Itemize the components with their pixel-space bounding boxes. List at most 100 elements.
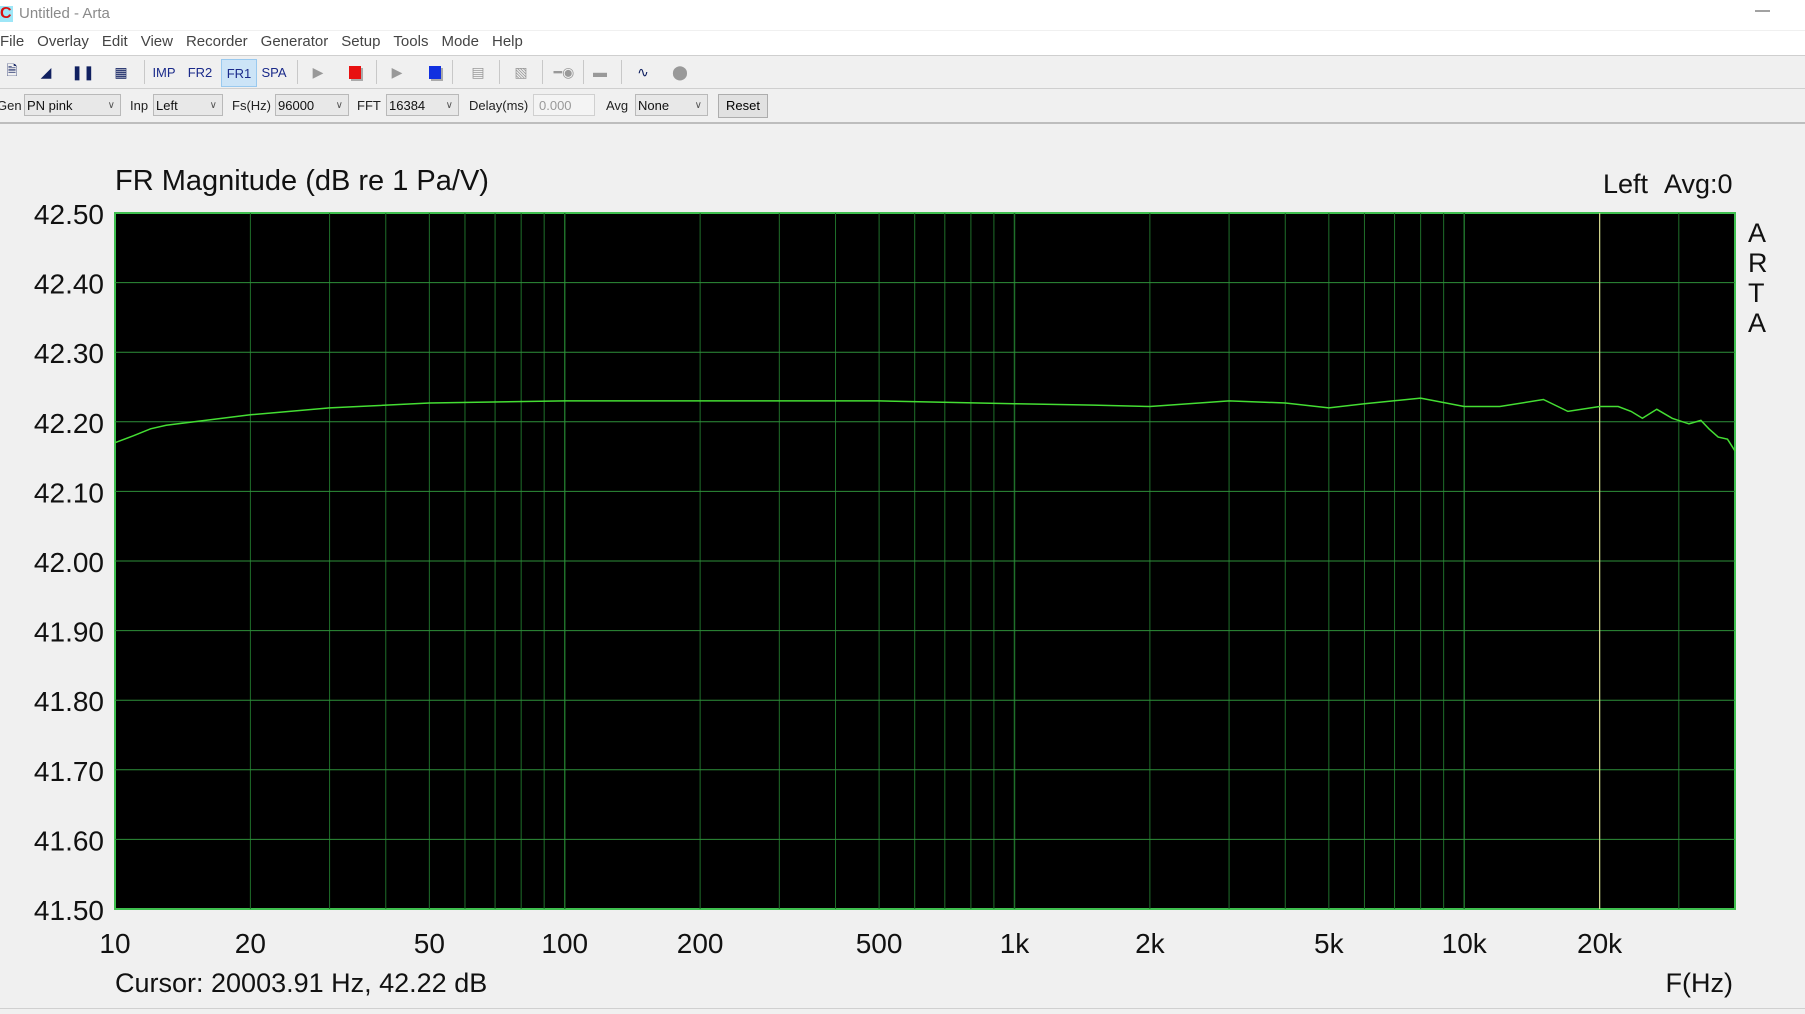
circle-button[interactable]: ⬤ <box>667 59 693 85</box>
fft-size-select[interactable]: 16384 ∨ <box>386 94 459 116</box>
delay-input[interactable]: 0.000 <box>533 94 595 116</box>
mode-imp-button[interactable]: IMP <box>152 64 176 80</box>
record-icon: ▬ <box>593 64 607 80</box>
y-tick-label: 42.50 <box>34 199 104 230</box>
record-button[interactable]: ▬ <box>587 59 613 85</box>
stop-blue-icon <box>429 65 441 79</box>
pause-icon: ❚❚ <box>71 63 95 80</box>
scope-button[interactable]: ∿ <box>630 59 656 85</box>
chevron-down-icon: ∨ <box>445 100 453 111</box>
minimize-button[interactable]: — <box>1755 2 1770 19</box>
y-tick-label: 41.60 <box>34 825 104 856</box>
chevron-down-icon: ∨ <box>107 100 115 111</box>
avg-select[interactable]: None ∨ <box>635 94 708 116</box>
menu-edit[interactable]: Edit <box>101 33 128 50</box>
x-tick-label: 10 <box>99 928 130 959</box>
watermark-letter: T <box>1748 278 1765 308</box>
chart-title: FR Magnitude (dB re 1 Pa/V) <box>115 165 489 197</box>
new-document-icon: 🗎 <box>6 62 18 78</box>
generator-select[interactable]: PN pink ∨ <box>24 94 121 116</box>
x-tick-label: 200 <box>677 928 724 959</box>
grid-icon: ▦ <box>114 63 128 80</box>
watermark-letter: R <box>1748 248 1768 278</box>
play-icon: ▶ <box>391 63 403 80</box>
watermark-letter: A <box>1748 308 1766 338</box>
title-bar: C Untitled - Arta — <box>0 0 1805 30</box>
stop-red-icon <box>349 65 361 79</box>
x-tick-label: 500 <box>856 928 903 959</box>
circle-icon: ⬤ <box>672 63 688 80</box>
y-tick-label: 41.90 <box>34 617 104 648</box>
window-title: Untitled - Arta <box>19 5 110 22</box>
watermark-letter: A <box>1748 218 1766 248</box>
inp-label: Inp <box>130 98 149 113</box>
play-button[interactable]: ▶ <box>384 59 410 85</box>
menu-mode[interactable]: Mode <box>441 33 479 50</box>
stop-blue-button[interactable] <box>422 59 448 85</box>
mode-fr2-button[interactable]: FR2 <box>187 64 213 80</box>
mode-fr1-button[interactable]: FR1 <box>221 59 257 87</box>
toolbar-separator <box>499 60 500 84</box>
input-select[interactable]: Left ∨ <box>153 94 223 116</box>
fs-label: Fs(Hz) <box>232 98 271 113</box>
y-tick-label: 42.00 <box>34 547 104 578</box>
menu-recorder[interactable]: Recorder <box>185 33 248 50</box>
x-tick-label: 50 <box>414 928 445 959</box>
menu-tools[interactable]: Tools <box>393 33 429 50</box>
sample-rate-select[interactable]: 96000 ∨ <box>275 94 349 116</box>
flag-icon: ◢ <box>40 63 52 80</box>
new-document-button[interactable]: 🗎 <box>0 59 25 85</box>
mode-spa-button[interactable]: SPA <box>261 64 287 80</box>
settings-toolbar: Gen PN pink ∨ Inp Left ∨ Fs(Hz) 96000 ∨ FFT… <box>0 88 1805 124</box>
abc-button[interactable]: ▤ <box>465 59 491 85</box>
menu-view[interactable]: View <box>140 33 173 50</box>
stop-red-button[interactable] <box>342 59 368 85</box>
plot-area[interactable] <box>114 212 1736 910</box>
chevron-down-icon: ∨ <box>694 100 702 111</box>
flag-button[interactable]: ◢ <box>33 59 59 85</box>
play-button[interactable]: ▶ <box>305 59 331 85</box>
key-button[interactable]: ━◉ <box>551 59 577 85</box>
toolbar-separator <box>144 60 145 84</box>
fft-label: FFT <box>357 98 381 113</box>
avg-label: Avg <box>606 98 629 113</box>
toolbar-separator <box>452 60 453 84</box>
frequency-response-chart[interactable]: FR Magnitude (dB re 1 Pa/V) Left Avg:0 A… <box>0 123 1805 1008</box>
input-value: Left <box>156 98 178 113</box>
reset-button[interactable]: Reset <box>718 94 768 118</box>
toolbar-separator <box>297 60 298 84</box>
x-axis-label: F(Hz) <box>1666 968 1733 998</box>
channel-label: Left <box>1603 169 1649 199</box>
meter-icon: ▧ <box>514 63 528 80</box>
delay-label: Delay(ms) <box>469 98 529 113</box>
toolbar-separator <box>542 60 543 84</box>
menu-setup[interactable]: Setup <box>341 33 381 50</box>
x-tick-label: 2k <box>1135 928 1166 959</box>
meter-button[interactable]: ▧ <box>508 59 534 85</box>
y-tick-label: 42.10 <box>34 477 104 508</box>
pause-button[interactable]: ❚❚ <box>70 59 96 85</box>
menu-file[interactable]: File <box>0 33 25 50</box>
cursor-readout: Cursor: 20003.91 Hz, 42.22 dB <box>115 968 487 998</box>
chevron-down-icon: ∨ <box>209 100 217 111</box>
menu-help[interactable]: Help <box>491 33 523 50</box>
menu-generator[interactable]: Generator <box>260 33 329 50</box>
status-bar <box>0 1008 1805 1014</box>
x-tick-label: 5k <box>1314 928 1345 959</box>
x-tick-label: 20 <box>235 928 266 959</box>
avg-count-label: Avg:0 <box>1664 169 1733 199</box>
gen-label: Gen <box>0 98 22 113</box>
fft-size-value: 16384 <box>389 98 426 113</box>
toolbar-separator <box>376 60 377 84</box>
y-tick-label: 41.50 <box>34 895 104 926</box>
x-tick-label: 1k <box>1000 928 1031 959</box>
grid-button[interactable]: ▦ <box>108 59 134 85</box>
toolbar-separator <box>583 60 584 84</box>
abc-icon: ▤ <box>471 63 485 80</box>
avg-value: None <box>638 98 670 113</box>
y-tick-label: 41.70 <box>34 756 104 787</box>
menu-overlay[interactable]: Overlay <box>37 33 89 50</box>
y-tick-label: 42.20 <box>34 408 104 439</box>
key-icon: ━◉ <box>553 63 575 80</box>
